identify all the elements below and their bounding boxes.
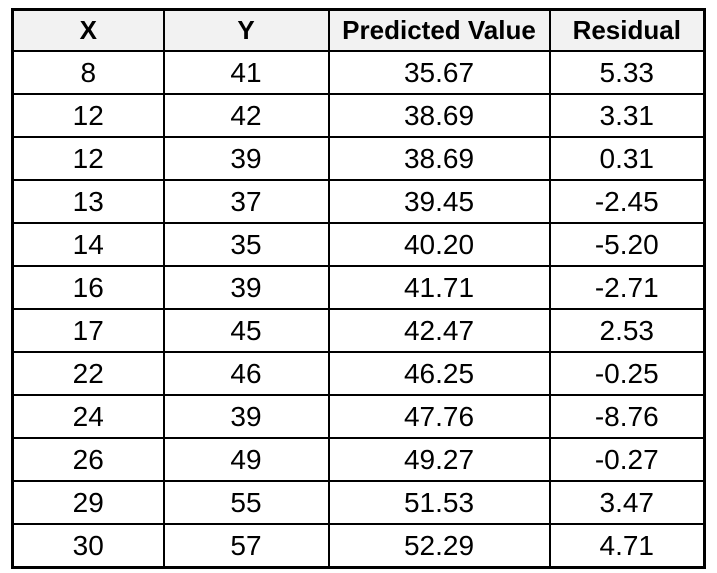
table-cell: 52.29 bbox=[327, 523, 551, 569]
table-cell: 5.33 bbox=[548, 50, 706, 95]
table-cell: 26 bbox=[11, 437, 165, 482]
table-cell: -0.25 bbox=[548, 351, 706, 396]
table-row: 22 46 46.25 -0.25 bbox=[11, 351, 706, 396]
column-header-y: Y bbox=[162, 8, 330, 52]
table-cell: 46 bbox=[162, 351, 330, 396]
table-cell: 41.71 bbox=[327, 265, 551, 310]
table-cell: 2.53 bbox=[548, 308, 706, 353]
table-cell: 8 bbox=[11, 50, 165, 95]
table-header: X Y Predicted Value Residual bbox=[11, 8, 706, 52]
column-header-x: X bbox=[11, 8, 165, 52]
table-cell: 40.20 bbox=[327, 222, 551, 267]
table-cell: 45 bbox=[162, 308, 330, 353]
table-cell: 35 bbox=[162, 222, 330, 267]
table-cell: 3.47 bbox=[548, 480, 706, 525]
table-cell: 12 bbox=[11, 136, 165, 181]
table-cell: 49.27 bbox=[327, 437, 551, 482]
table-cell: 35.67 bbox=[327, 50, 551, 95]
table-cell: 49 bbox=[162, 437, 330, 482]
table-cell: 51.53 bbox=[327, 480, 551, 525]
table-cell: 0.31 bbox=[548, 136, 706, 181]
table-cell: 38.69 bbox=[327, 136, 551, 181]
table-cell: 39 bbox=[162, 394, 330, 439]
table-cell: 12 bbox=[11, 93, 165, 138]
table-row: 24 39 47.76 -8.76 bbox=[11, 394, 706, 439]
table-cell: 24 bbox=[11, 394, 165, 439]
column-header-residual: Residual bbox=[548, 8, 706, 52]
table-cell: 17 bbox=[11, 308, 165, 353]
table-cell: 38.69 bbox=[327, 93, 551, 138]
data-table: X Y Predicted Value Residual 8 41 35.67 5.3… bbox=[11, 8, 706, 569]
table-row: 29 55 51.53 3.47 bbox=[11, 480, 706, 525]
table-row: 8 41 35.67 5.33 bbox=[11, 50, 706, 95]
table-cell: 57 bbox=[162, 523, 330, 569]
table-row: 14 35 40.20 -5.20 bbox=[11, 222, 706, 267]
table-cell: 16 bbox=[11, 265, 165, 310]
table-body: 8 41 35.67 5.33 12 42 38.69 3.31 12 39 38.69 0.31 13… bbox=[11, 50, 706, 569]
table-row: 12 39 38.69 0.31 bbox=[11, 136, 706, 181]
table-cell: 22 bbox=[11, 351, 165, 396]
table-cell: 37 bbox=[162, 179, 330, 224]
table-cell: 39 bbox=[162, 136, 330, 181]
table-cell: -5.20 bbox=[548, 222, 706, 267]
table-cell: 4.71 bbox=[548, 523, 706, 569]
table-cell: -2.71 bbox=[548, 265, 706, 310]
table-cell: 55 bbox=[162, 480, 330, 525]
table-cell: 3.31 bbox=[548, 93, 706, 138]
table-cell: 14 bbox=[11, 222, 165, 267]
header-row: X Y Predicted Value Residual bbox=[11, 8, 706, 52]
table-cell: 29 bbox=[11, 480, 165, 525]
table-row: 26 49 49.27 -0.27 bbox=[11, 437, 706, 482]
table-cell: -2.45 bbox=[548, 179, 706, 224]
table-row: 13 37 39.45 -2.45 bbox=[11, 179, 706, 224]
table-row: 17 45 42.47 2.53 bbox=[11, 308, 706, 353]
table-cell: -0.27 bbox=[548, 437, 706, 482]
column-header-predicted-value: Predicted Value bbox=[327, 8, 551, 52]
table-row: 16 39 41.71 -2.71 bbox=[11, 265, 706, 310]
table-row: 12 42 38.69 3.31 bbox=[11, 93, 706, 138]
table-cell: 13 bbox=[11, 179, 165, 224]
table-cell: 42.47 bbox=[327, 308, 551, 353]
table-cell: 47.76 bbox=[327, 394, 551, 439]
table-cell: 39.45 bbox=[327, 179, 551, 224]
table-cell: -8.76 bbox=[548, 394, 706, 439]
table-cell: 39 bbox=[162, 265, 330, 310]
table-row: 30 57 52.29 4.71 bbox=[11, 523, 706, 569]
table-cell: 30 bbox=[11, 523, 165, 569]
table-cell: 41 bbox=[162, 50, 330, 95]
table-cell: 46.25 bbox=[327, 351, 551, 396]
table-cell: 42 bbox=[162, 93, 330, 138]
